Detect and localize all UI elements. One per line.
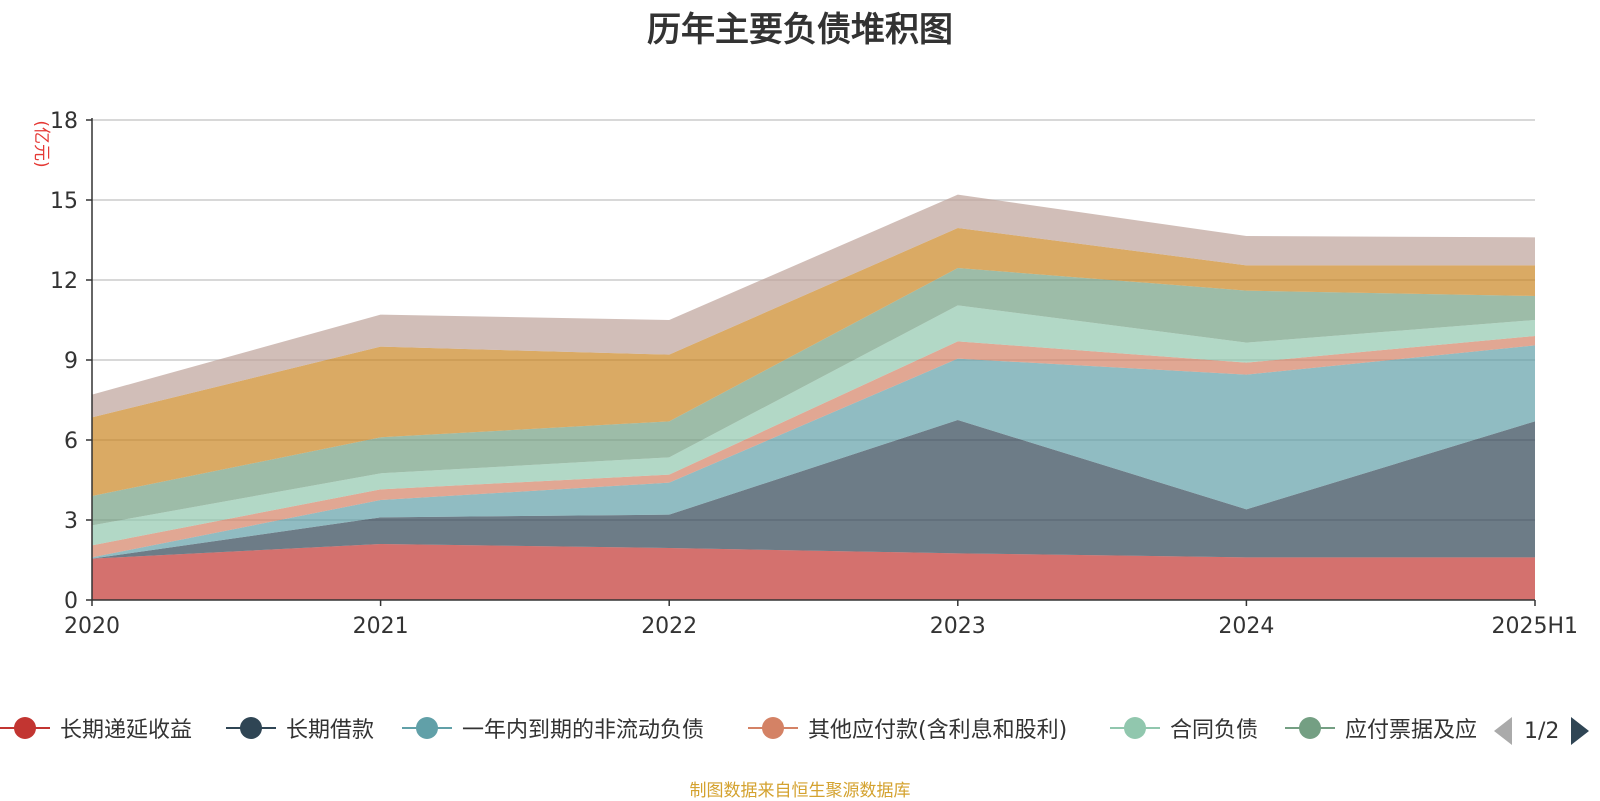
- legend-item[interactable]: 长期递延收益: [0, 708, 192, 748]
- legend-label: 应付票据及应: [1345, 718, 1478, 743]
- x-tick-label: 2020: [64, 614, 120, 639]
- axes: 0 3 6 9 12 15 18 2020 2021 2022 2023 2024 2025H1: [50, 109, 1578, 639]
- area-series-6[interactable]: [92, 228, 1535, 496]
- legend-next-icon[interactable]: [1571, 717, 1590, 745]
- x-tick-label: 2024: [1218, 614, 1274, 639]
- y-tick-label: 12: [50, 269, 78, 294]
- legend-marker-icon: [1110, 716, 1160, 740]
- area-series-0[interactable]: [92, 544, 1535, 600]
- source-note: 制图数据来自恒生聚源数据库: [689, 781, 911, 801]
- legend-item[interactable]: 一年内到期的非流动负债: [402, 708, 704, 748]
- legend-label: 其他应付款(含利息和股利): [808, 718, 1068, 743]
- legend-label: 长期递延收益: [60, 718, 193, 743]
- legend-item[interactable]: 应付票据及应: [1285, 708, 1477, 748]
- y-tick-label: 6: [64, 429, 78, 454]
- area-series-3[interactable]: [92, 336, 1535, 558]
- y-tick-label: 0: [64, 589, 78, 614]
- legend-page-indicator: 1/2: [1524, 718, 1560, 744]
- y-tick-label: 18: [50, 109, 78, 134]
- area-series: [92, 194, 1535, 600]
- area-series-4[interactable]: [92, 305, 1535, 546]
- legend: 长期递延收益 长期借款 一年内到期的非流动负债 其他应付款(含利息和股利) 合同负债 应付…: [0, 708, 1600, 748]
- legend-item[interactable]: 其他应付款(含利息和股利): [748, 708, 1067, 748]
- legend-label: 合同负债: [1170, 718, 1259, 743]
- x-tick-label: 2025H1: [1491, 614, 1578, 639]
- area-series-7[interactable]: [92, 194, 1535, 418]
- y-tick-label: 3: [64, 509, 78, 534]
- y-tick-label: 9: [64, 349, 78, 374]
- area-series-2[interactable]: [92, 345, 1535, 559]
- legend-marker-icon: [1285, 716, 1335, 740]
- legend-marker-icon: [0, 716, 50, 740]
- stacked-area-chart: 0 3 6 9 12 15 18 2020 2021 2022 2023 2024 2025H1 (亿元…: [31, 109, 1578, 639]
- x-tick-label: 2023: [930, 614, 986, 639]
- legend-item[interactable]: 长期借款: [226, 708, 374, 748]
- legend-label: 一年内到期的非流动负债: [462, 718, 705, 743]
- legend-prev-icon[interactable]: [1494, 717, 1512, 745]
- x-tick-label: 2022: [641, 614, 697, 639]
- legend-item[interactable]: 合同负债: [1110, 708, 1258, 748]
- legend-label: 长期借款: [286, 718, 375, 743]
- y-axis-unit-label: (亿元): [31, 120, 51, 167]
- legend-pagination: 1/2: [1494, 716, 1590, 746]
- area-series-5[interactable]: [92, 268, 1535, 526]
- chart-title: 历年主要负债堆积图: [647, 10, 953, 50]
- area-series-1[interactable]: [92, 420, 1535, 559]
- y-tick-label: 15: [50, 189, 78, 214]
- legend-marker-icon: [402, 716, 452, 740]
- legend-marker-icon: [226, 716, 276, 740]
- x-tick-label: 2021: [353, 614, 409, 639]
- legend-marker-icon: [748, 716, 798, 740]
